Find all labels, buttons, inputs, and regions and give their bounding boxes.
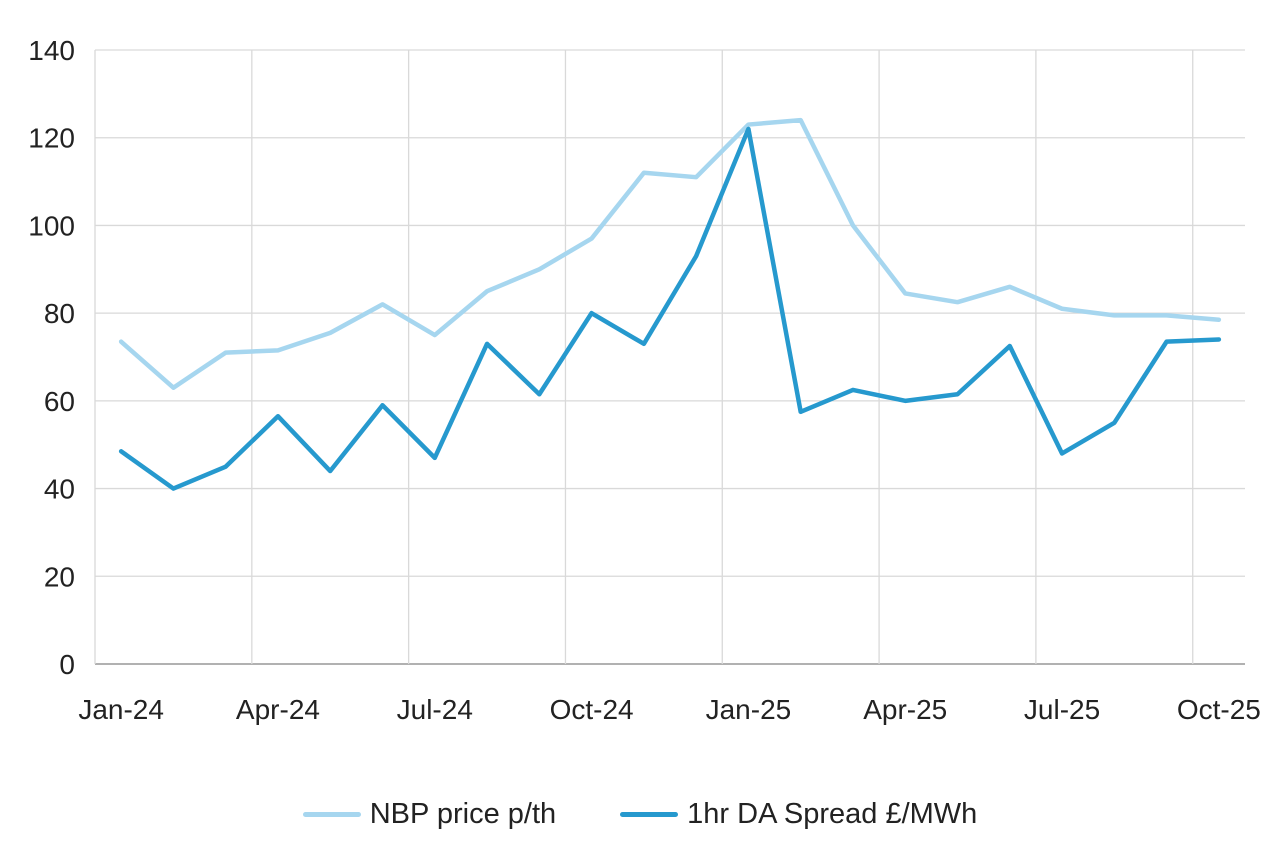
line-chart: 0 20 40 60 80 100 120 140 Jan-24 Apr-24 Jul-24 Oct-… — [28, 35, 1261, 725]
x-tick-label: Apr-24 — [236, 694, 320, 725]
y-tick-label: 100 — [28, 210, 75, 241]
series-line-0 — [118, 117, 1222, 390]
series-line-1 — [118, 126, 1222, 491]
legend-label-nbp-price: NBP price p/th — [369, 798, 557, 830]
y-tick-label: 60 — [44, 386, 75, 417]
da-spread-line-swatch — [620, 812, 679, 817]
y-tick-label: 20 — [44, 561, 75, 592]
y-tick-label: 0 — [59, 649, 75, 680]
legend-label-da-spread: 1hr DA Spread £/MWh — [687, 798, 978, 830]
y-tick-label: 80 — [44, 298, 75, 329]
x-tick-label: Oct-24 — [550, 694, 634, 725]
x-tick-label: Jan-25 — [706, 694, 792, 725]
nbp-price-line-swatch — [302, 812, 361, 817]
legend-item-da-spread: 1hr DA Spread £/MWh — [620, 798, 977, 831]
y-tick-label: 120 — [28, 123, 75, 154]
legend-item-nbp-price: NBP price p/th — [302, 798, 557, 831]
y-tick-label: 140 — [28, 35, 75, 66]
x-tick-label: Jan-24 — [78, 694, 164, 725]
chart-legend: NBP price p/th 1hr DA Spread £/MWh — [0, 798, 1280, 831]
y-tick-label: 40 — [44, 474, 75, 505]
x-tick-label: Apr-25 — [863, 694, 947, 725]
x-tick-label: Oct-25 — [1177, 694, 1261, 725]
x-tick-label: Jul-25 — [1024, 694, 1100, 725]
x-tick-label: Jul-24 — [397, 694, 473, 725]
